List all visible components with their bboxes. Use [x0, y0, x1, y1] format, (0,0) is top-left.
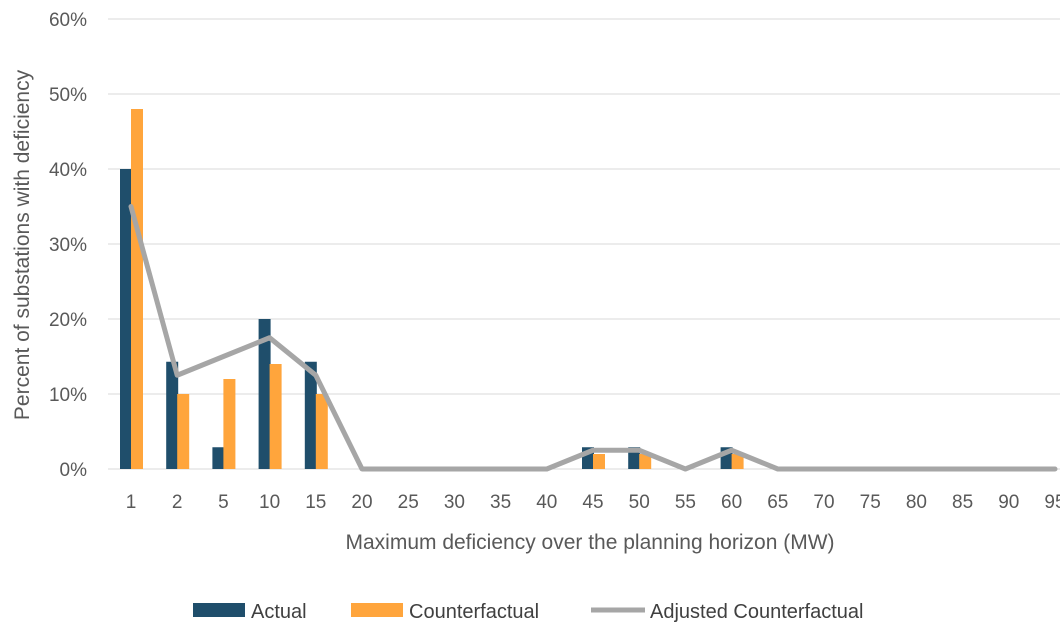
x-tick-label: 95 — [1044, 492, 1060, 513]
x-tick-label: 60 — [721, 492, 742, 513]
x-tick-label: 1 — [126, 492, 137, 513]
legend-label-actual: Actual — [251, 601, 307, 623]
line-adjusted-counterfactual — [128, 204, 1058, 472]
x-tick-label: 90 — [998, 492, 1019, 513]
x-tick-label: 40 — [536, 492, 557, 513]
bar-counterfactual — [131, 109, 143, 469]
bar-counterfactual — [731, 454, 744, 469]
bar-actual — [212, 447, 225, 469]
line-series — [128, 204, 1058, 472]
bar-counterfactual — [223, 379, 236, 469]
y-tick-label: 0% — [60, 460, 88, 481]
legend: Actual Counterfactual Adjusted Counterfa… — [193, 601, 863, 623]
bar-counterfactual — [593, 454, 605, 469]
bar-counterfactual — [315, 394, 328, 469]
bar-actual — [120, 169, 132, 469]
x-axis-title: Maximum deficiency over the planning hor… — [345, 531, 834, 554]
y-tick-label: 30% — [49, 235, 87, 256]
x-tick-label: 50 — [629, 492, 650, 513]
gridlines — [108, 18, 1060, 470]
y-tick-label: 20% — [49, 310, 87, 331]
bar-counterfactual — [639, 454, 652, 469]
legend-swatch-counterfactual — [351, 603, 403, 617]
x-tick-label: 85 — [952, 492, 973, 513]
bars — [120, 109, 744, 469]
y-axis-title: Percent of substations with deficiency — [11, 69, 34, 420]
bar-counterfactual — [269, 364, 282, 469]
y-tick-label: 50% — [49, 85, 87, 106]
y-tick-label: 40% — [49, 160, 87, 181]
x-tick-label: 45 — [582, 492, 603, 513]
x-tick-label: 5 — [218, 492, 229, 513]
legend-label-counterfactual: Counterfactual — [409, 601, 539, 623]
y-tick-label: 60% — [49, 10, 87, 31]
x-tick-label: 25 — [398, 492, 419, 513]
bar-actual — [258, 319, 271, 469]
x-tick-label: 55 — [675, 492, 696, 513]
bar-counterfactual — [177, 394, 190, 469]
x-tick-label: 10 — [259, 492, 280, 513]
bar-actual — [304, 361, 317, 469]
x-tick-label: 35 — [490, 492, 511, 513]
legend-label-adjusted-counterfactual: Adjusted Counterfactual — [650, 601, 863, 623]
x-tick-label: 15 — [305, 492, 326, 513]
x-tick-label: 30 — [444, 492, 465, 513]
x-tick-label: 80 — [906, 492, 927, 513]
y-tick-label: 10% — [49, 385, 87, 406]
legend-swatch-actual — [193, 603, 245, 617]
x-tick-label: 65 — [767, 492, 788, 513]
y-axis-ticks: 0% 10% 20% 30% 40% 50% 60% — [49, 10, 87, 481]
x-axis-ticks: 125101520253035404550556065707580859095 — [126, 492, 1060, 513]
x-tick-label: 20 — [351, 492, 372, 513]
x-tick-label: 75 — [860, 492, 881, 513]
bar-actual — [166, 361, 179, 469]
x-tick-label: 70 — [813, 492, 834, 513]
x-tick-label: 2 — [172, 492, 183, 513]
